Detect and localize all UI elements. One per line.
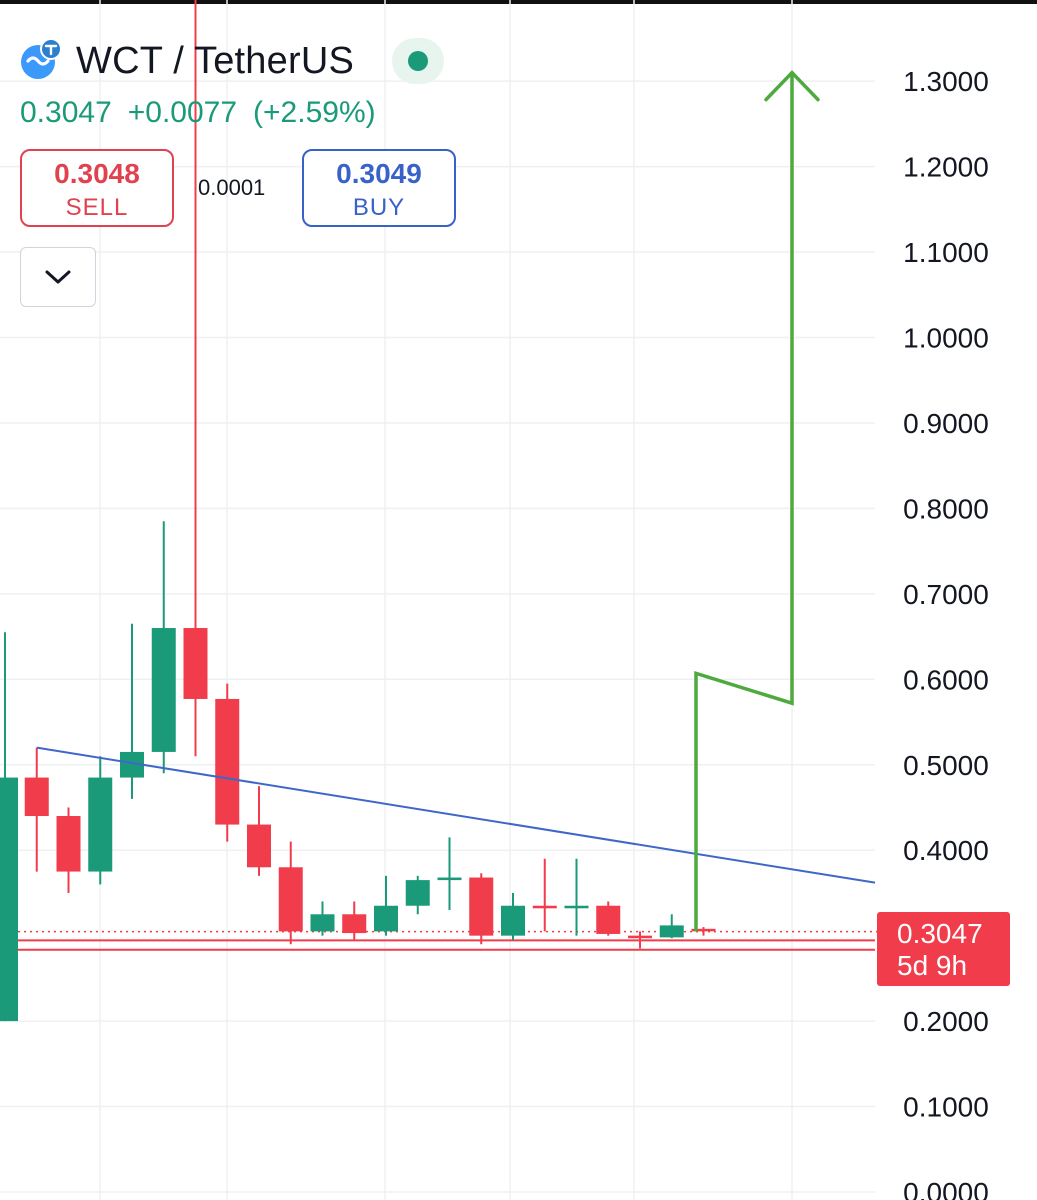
y-axis-tick-label: 0.8000 (903, 493, 989, 524)
current-price-label: 0.3047 (897, 918, 983, 949)
candle-body (310, 914, 335, 932)
y-axis-tick-label: 0.5000 (903, 750, 989, 781)
y-axis-tick-label: 1.3000 (903, 66, 989, 97)
symbol-title: WCT / TetherUS (76, 39, 355, 82)
trendline (36, 746, 876, 884)
candle-body (659, 925, 684, 938)
y-axis-tick-label: 0.9000 (903, 408, 989, 439)
candle-body (501, 905, 525, 936)
sell-button[interactable]: 0.3048 SELL (20, 149, 174, 227)
current-price-tag: 0.3047 5d 9h (877, 912, 1010, 986)
projection-arrow (694, 72, 794, 932)
spread-value: 0.0001 (198, 175, 266, 200)
projection-arrow-head (764, 70, 820, 102)
y-axis-tick-label: 0.0000 (903, 1177, 989, 1200)
candle-body (532, 905, 557, 909)
walletconnect-token-icon (20, 36, 66, 87)
candle-body (24, 777, 49, 817)
candle-body (437, 877, 462, 881)
live-status-indicator (392, 38, 444, 84)
y-axis-tick-label: 1.0000 (903, 323, 989, 354)
y-axis-tick-label: 0.7000 (903, 579, 989, 610)
candle-body (278, 867, 303, 932)
candle-body (564, 905, 589, 909)
candle-body (469, 877, 494, 936)
sell-price: 0.3048 (54, 158, 140, 189)
candle-body (628, 935, 652, 939)
live-status-dot-icon (408, 51, 428, 71)
y-axis-tick-label: 1.1000 (903, 237, 989, 268)
collapse-panel-button[interactable] (20, 247, 96, 307)
price-change-percent: (+2.59%) (253, 96, 376, 129)
buy-label: BUY (352, 194, 406, 221)
y-axis-tick-label: 0.4000 (903, 835, 989, 866)
buy-button[interactable]: 0.3049 BUY (302, 149, 456, 227)
y-axis-tick-label: 1.2000 (903, 152, 989, 183)
buy-price: 0.3049 (336, 158, 422, 189)
candle-body (405, 880, 430, 906)
candle-body (247, 824, 271, 868)
candle-body (691, 928, 716, 932)
last-price: 0.3047 (20, 96, 112, 129)
candle-body (88, 777, 113, 872)
sell-label: SELL (65, 194, 129, 221)
candle-body (151, 628, 176, 752)
candle-body (56, 816, 81, 872)
candle-body (342, 914, 367, 934)
candle-body (374, 905, 398, 932)
candle-body (0, 777, 18, 1022)
price-change-row: 0.3047 +0.0077 (+2.59%) (20, 96, 376, 130)
candle-body (183, 628, 208, 699)
price-change: +0.0077 (127, 96, 238, 129)
symbol-header[interactable]: WCT / TetherUS (20, 36, 355, 87)
top-edge-bar (0, 0, 1037, 4)
candle-body (596, 905, 621, 934)
chevron-down-icon (45, 270, 71, 284)
candle-body (215, 698, 240, 825)
bar-countdown: 5d 9h (897, 950, 968, 981)
y-axis-tick-label: 0.1000 (903, 1092, 989, 1123)
y-axis-tick-label: 0.2000 (903, 1006, 989, 1037)
y-axis-tick-label: 0.6000 (903, 664, 989, 695)
